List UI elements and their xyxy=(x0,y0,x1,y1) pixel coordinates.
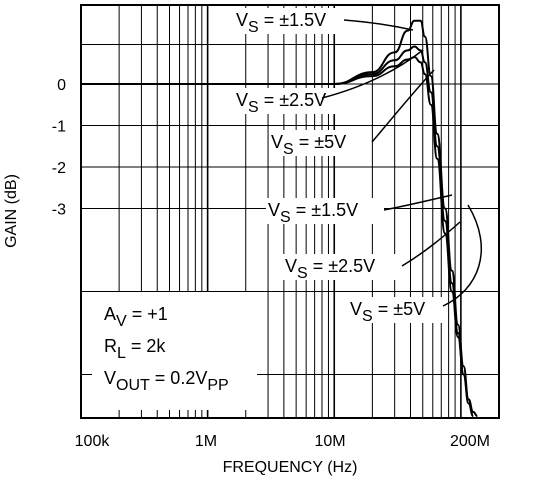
condition-text: AV = +1 xyxy=(104,304,168,330)
curve-label-bg xyxy=(234,8,342,34)
curve-label-bg xyxy=(266,198,384,224)
annotation-arrow xyxy=(321,49,424,99)
y-tick-label: -1 xyxy=(52,119,66,136)
curve-label: VS = ±1.5V xyxy=(236,10,326,36)
x-tick-label: 10M xyxy=(314,433,345,450)
y-tick-label: -3 xyxy=(52,202,66,219)
condition-text: VOUT = 0.2VPP xyxy=(104,368,229,394)
annotation-arrow xyxy=(401,221,461,267)
x-tick-label: 200M xyxy=(450,433,490,450)
y-axis-label: GAIN (dB) xyxy=(3,174,20,248)
curve-annotations: VS = ±1.5V VS = ±2.5V VS = ±5V VS = ±1.5V VS… xyxy=(234,8,483,325)
y-tick-labels: 0 -1 -2 -3 xyxy=(52,77,66,219)
annotation-arrow xyxy=(442,204,483,307)
series-lines xyxy=(81,19,478,417)
curve-label: VS = ±5V xyxy=(350,299,425,325)
series-line xyxy=(81,56,478,417)
curve-label-bg xyxy=(283,254,401,280)
annotation-arrow xyxy=(371,69,435,143)
series-line xyxy=(81,19,475,417)
curve-label: VS = ±2.5V xyxy=(285,256,375,282)
x-tick-label: 1M xyxy=(195,433,217,450)
conditions-bg xyxy=(92,292,257,410)
curve-label-bg xyxy=(348,297,442,323)
annotation-arrow xyxy=(383,194,453,211)
y-tick-label: 0 xyxy=(57,77,66,94)
condition-text: RL = 2k xyxy=(104,336,166,362)
annotation-arrow xyxy=(343,19,414,31)
x-tick-labels: 100k 1M 10M 200M xyxy=(75,433,490,450)
curve-label: VS = ±2.5V xyxy=(236,90,326,116)
y-tick-label: -2 xyxy=(52,160,66,177)
x-tick-label: 100k xyxy=(75,433,111,450)
x-axis-label: FREQUENCY (Hz) xyxy=(223,459,358,476)
curve-label: VS = ±5V xyxy=(271,132,346,158)
curve-label-bg xyxy=(269,130,369,156)
plot-frame xyxy=(80,4,500,419)
curve-label: VS = ±1.5V xyxy=(268,200,358,226)
test-conditions-box: AV = +1 RL = 2k VOUT = 0.2VPP xyxy=(92,292,257,410)
curve-label-bg xyxy=(234,88,352,114)
